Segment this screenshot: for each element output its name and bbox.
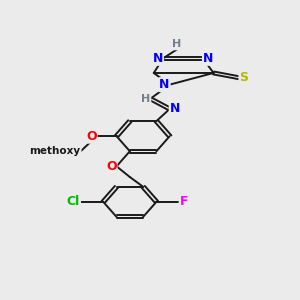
Text: O: O: [86, 130, 97, 143]
Text: O: O: [106, 160, 117, 173]
Text: N: N: [153, 52, 163, 65]
Text: N: N: [203, 52, 213, 65]
Text: F: F: [180, 195, 188, 208]
Text: H: H: [141, 94, 150, 104]
Text: N: N: [170, 102, 180, 116]
Text: methoxy: methoxy: [30, 146, 81, 156]
Text: N: N: [159, 78, 170, 91]
Text: H: H: [172, 39, 182, 50]
Text: S: S: [239, 71, 248, 84]
Text: Cl: Cl: [67, 195, 80, 208]
